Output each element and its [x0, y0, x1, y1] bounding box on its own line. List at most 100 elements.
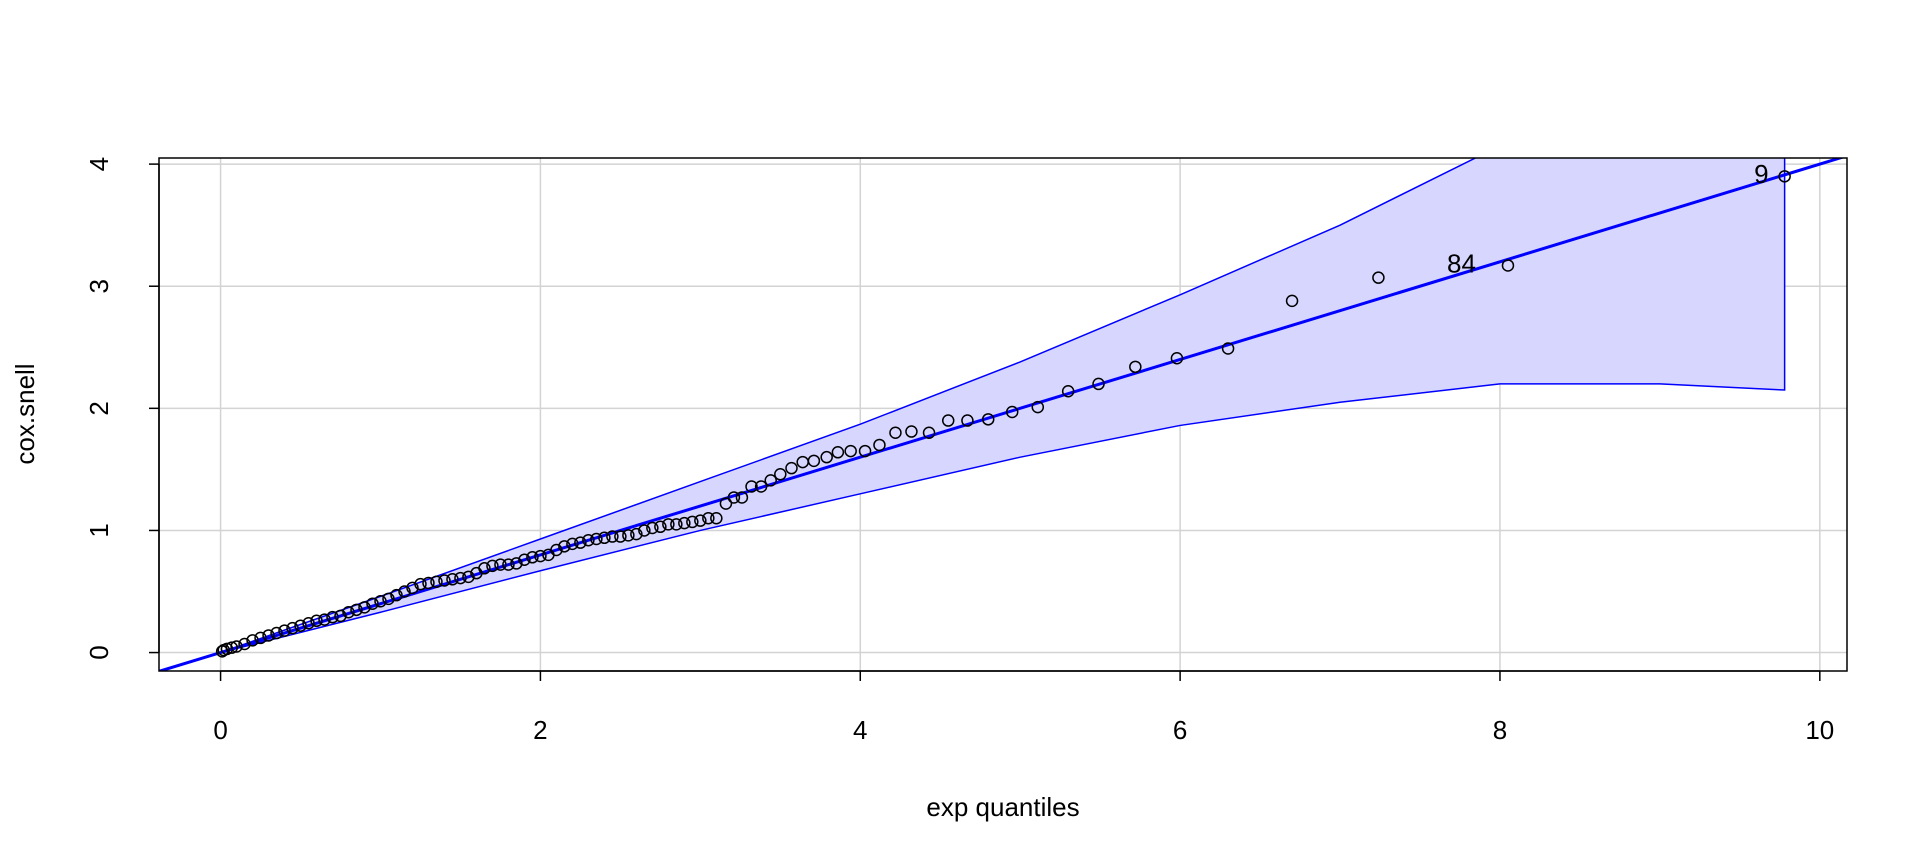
x-tick-label: 2 [533, 715, 547, 745]
point [1005, 405, 1019, 419]
point [294, 619, 307, 632]
point-label: 9 [1754, 159, 1768, 189]
point [905, 425, 918, 438]
point [302, 617, 315, 630]
point [1129, 360, 1142, 374]
point [662, 518, 675, 531]
point [785, 461, 798, 475]
point [1170, 352, 1184, 365]
point [598, 531, 611, 545]
point [889, 426, 902, 440]
point [526, 551, 539, 564]
point [398, 585, 411, 598]
x-tick-label: 4 [853, 715, 867, 745]
point [414, 577, 427, 591]
point [518, 553, 531, 567]
point [622, 529, 635, 542]
point [638, 524, 651, 537]
point [454, 571, 467, 585]
point [774, 468, 787, 481]
point [278, 624, 291, 637]
point [422, 576, 435, 590]
y-tick-label: 2 [84, 401, 114, 415]
point [342, 606, 355, 619]
point [686, 515, 699, 529]
point [406, 581, 419, 595]
plot-box [158, 157, 1848, 672]
point [922, 426, 936, 440]
point [1501, 259, 1515, 272]
point [326, 610, 339, 624]
y-tick-label: 4 [84, 157, 114, 171]
point [486, 559, 499, 573]
point [502, 558, 515, 571]
point [1285, 294, 1299, 308]
point [446, 573, 459, 586]
point [646, 521, 659, 535]
point [606, 530, 619, 543]
point-label: 84 [1447, 248, 1476, 278]
point [719, 497, 733, 510]
point [318, 613, 331, 626]
point [694, 514, 707, 527]
point [390, 588, 403, 602]
point [238, 637, 251, 651]
point [430, 575, 443, 588]
point [462, 570, 475, 584]
point [735, 491, 749, 504]
point [981, 413, 995, 426]
point [1778, 170, 1791, 183]
point [470, 566, 483, 580]
point [350, 603, 363, 617]
point [820, 450, 833, 464]
point [334, 609, 347, 623]
point [534, 549, 547, 563]
point [1372, 271, 1385, 284]
point [366, 597, 379, 610]
point [542, 548, 555, 562]
point [630, 527, 643, 541]
point [796, 455, 809, 469]
point [961, 414, 974, 427]
x-axis-title: exp quantiles [926, 792, 1079, 822]
point [654, 520, 667, 534]
point [1061, 384, 1075, 398]
x-tick-label: 10 [1805, 715, 1834, 745]
point [941, 414, 955, 427]
point [358, 601, 371, 614]
point [262, 629, 275, 642]
confidence-band [220, 158, 1786, 654]
point [382, 592, 395, 606]
point [494, 558, 507, 571]
point [374, 595, 387, 608]
point [764, 474, 777, 487]
point [574, 536, 587, 549]
y-tick-label: 1 [84, 523, 114, 537]
point [510, 557, 523, 570]
point [745, 480, 758, 493]
point [1092, 377, 1105, 391]
point [1221, 342, 1235, 355]
point [254, 631, 267, 645]
x-tick-label: 8 [1493, 715, 1507, 745]
x-tick-label: 6 [1173, 715, 1187, 745]
point [754, 480, 768, 493]
point [1031, 400, 1045, 414]
x-tick-label: 0 [213, 715, 227, 745]
plot-area [159, 158, 1847, 671]
y-tick-label: 0 [84, 645, 114, 659]
point [614, 530, 627, 543]
point [438, 574, 451, 587]
point [678, 516, 691, 530]
point [831, 446, 845, 459]
point [217, 643, 231, 657]
y-tick-label: 3 [84, 279, 114, 293]
point [246, 634, 259, 647]
point [566, 537, 579, 551]
point [710, 511, 723, 525]
point [582, 533, 595, 547]
y-axis-title: cox.snell [10, 363, 40, 464]
point [215, 645, 229, 658]
